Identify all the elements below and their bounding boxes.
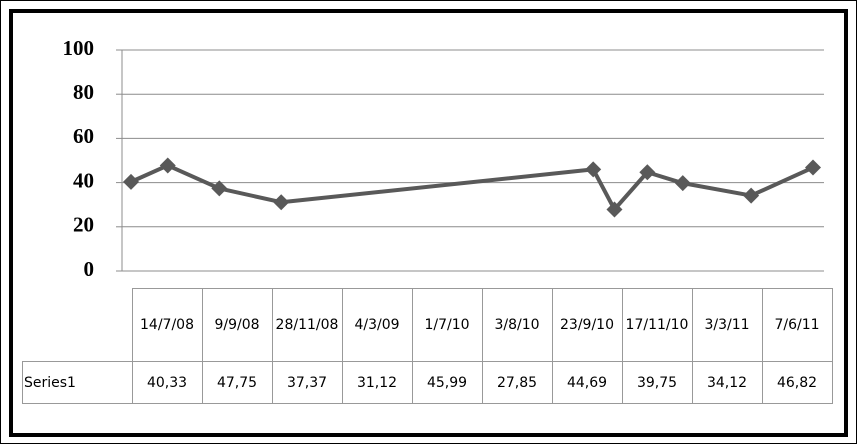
y-tick-label: 40 [73, 168, 94, 192]
y-tick-label: 100 [63, 36, 95, 60]
value-cell: 44,69 [551, 361, 623, 404]
corner [22, 288, 133, 362]
marker [805, 159, 821, 176]
category-cell: 28/11/08 [271, 288, 343, 362]
marker [123, 173, 139, 190]
marker [159, 157, 176, 174]
value-cell: 37,37 [271, 361, 343, 404]
value-cell: 46,82 [761, 361, 833, 404]
marker [211, 180, 228, 197]
category-cell: 17/11/10 [621, 288, 693, 362]
category-cell: 14/7/08 [131, 288, 203, 362]
y-tick-label: 20 [73, 213, 94, 237]
value-cell: 45,99 [411, 361, 483, 404]
chart-area [9, 9, 848, 437]
marker [743, 187, 760, 204]
category-cell: 4/3/09 [341, 288, 413, 362]
category-cell: 1/7/10 [411, 288, 483, 362]
data-table: 14/7/08 9/9/08 28/11/08 4/3/09 1/7/10 3/8/10 2… [22, 288, 833, 404]
series-name: Series1 [22, 361, 133, 404]
value-cell: 31,12 [341, 361, 413, 404]
marker [674, 175, 691, 192]
series-line [130, 163, 814, 212]
value-cell: 47,75 [201, 361, 273, 404]
marker [273, 194, 290, 211]
value-cell: 40,33 [131, 361, 203, 404]
value-cell: 27,85 [481, 361, 553, 404]
marker [606, 201, 623, 218]
marker [639, 164, 656, 181]
y-tick-label: 0 [84, 257, 95, 281]
category-cell: 9/9/08 [201, 288, 273, 362]
category-cell: 3/8/10 [481, 288, 553, 362]
y-tick-label: 60 [73, 124, 94, 148]
category-cell: 3/3/11 [691, 288, 763, 362]
value-cell: 39,75 [621, 361, 693, 404]
category-cell: 23/9/10 [551, 288, 623, 362]
y-tick-label: 80 [73, 80, 94, 104]
category-cell: 7/6/11 [761, 288, 833, 362]
value-cell: 34,12 [691, 361, 763, 404]
marker [585, 161, 602, 178]
header-row: 14/7/08 9/9/08 28/11/08 4/3/09 1/7/10 3/8/10 2… [22, 288, 833, 362]
series-row: Series1 40,33 47,75 37,37 31,12 45,99 27,85 44,… [22, 361, 833, 404]
